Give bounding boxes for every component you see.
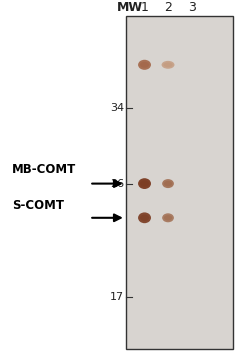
- Ellipse shape: [162, 213, 174, 222]
- Ellipse shape: [162, 61, 174, 69]
- Ellipse shape: [138, 212, 151, 223]
- Text: 26: 26: [110, 179, 124, 189]
- Text: MB-COMT: MB-COMT: [12, 163, 76, 176]
- FancyBboxPatch shape: [126, 16, 233, 349]
- Ellipse shape: [140, 180, 149, 187]
- Ellipse shape: [162, 179, 174, 188]
- Text: 17: 17: [110, 292, 124, 302]
- Ellipse shape: [138, 178, 151, 189]
- Text: 1: 1: [141, 1, 149, 14]
- Text: S-COMT: S-COMT: [12, 199, 64, 212]
- Text: 34: 34: [110, 103, 124, 113]
- Text: 3: 3: [188, 1, 196, 14]
- Text: 2: 2: [164, 1, 172, 14]
- Ellipse shape: [140, 62, 149, 68]
- Ellipse shape: [140, 215, 149, 221]
- Ellipse shape: [164, 62, 172, 67]
- Text: MW: MW: [117, 1, 144, 14]
- Ellipse shape: [164, 215, 172, 220]
- Ellipse shape: [164, 181, 172, 186]
- Ellipse shape: [138, 60, 151, 70]
